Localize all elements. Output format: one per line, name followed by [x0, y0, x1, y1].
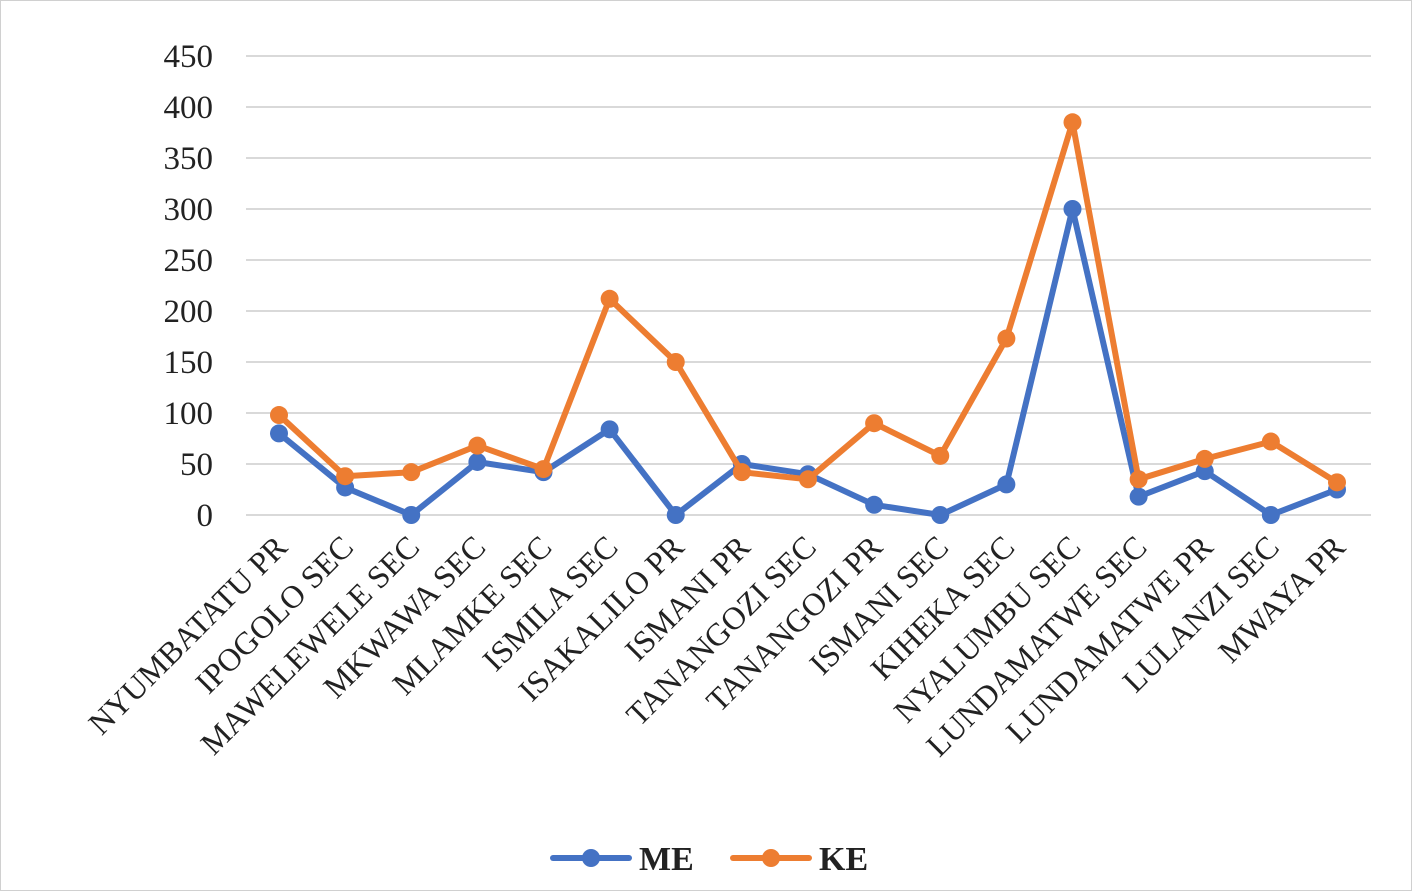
data-point	[666, 353, 685, 371]
data-point	[468, 436, 487, 455]
data-point	[534, 460, 553, 479]
data-point	[997, 475, 1016, 494]
data-point	[1261, 432, 1280, 451]
y-tick-label: 50	[180, 447, 213, 483]
data-point	[1129, 470, 1148, 489]
data-point	[600, 289, 619, 308]
data-point	[732, 463, 751, 482]
y-tick-label: 100	[164, 396, 214, 432]
data-point	[931, 506, 950, 524]
y-tick-label: 450	[164, 39, 214, 75]
data-point	[1063, 113, 1082, 132]
data-series	[270, 113, 1346, 524]
data-point	[270, 424, 288, 443]
data-point	[1328, 473, 1346, 492]
data-point	[1129, 487, 1148, 506]
data-point	[402, 463, 421, 482]
series-ke	[270, 113, 1346, 492]
series-line	[276, 119, 1340, 486]
data-point	[865, 414, 884, 433]
data-point	[865, 495, 884, 514]
data-point	[931, 446, 950, 465]
y-tick-label: 0	[197, 498, 214, 534]
data-point	[1261, 506, 1280, 524]
data-point	[997, 329, 1016, 348]
y-tick-label: 200	[164, 294, 214, 330]
data-point	[600, 420, 619, 439]
data-point	[799, 470, 817, 489]
y-tick-label: 300	[164, 192, 214, 228]
y-tick-label: 250	[164, 243, 214, 279]
legend-marker	[582, 849, 600, 867]
y-axis-ticks: 0 50 100 150 200 250 300 350 400 450	[164, 39, 214, 534]
y-tick-label: 350	[164, 141, 214, 177]
gridlines	[246, 55, 1371, 516]
legend-label: KE	[819, 841, 868, 878]
data-point	[402, 506, 421, 524]
legend-item-me: ME	[550, 841, 694, 878]
legend-marker	[762, 849, 780, 867]
data-point	[270, 406, 288, 425]
legend-label: ME	[639, 841, 694, 878]
data-point	[666, 506, 685, 524]
data-point	[468, 452, 487, 471]
legend-item-ke: KE	[730, 841, 868, 878]
data-point	[336, 467, 355, 486]
y-tick-label: 150	[164, 345, 214, 381]
data-point	[1195, 449, 1214, 468]
data-point	[1063, 200, 1082, 218]
legend: ME KE	[550, 841, 868, 878]
y-tick-label: 400	[164, 90, 214, 126]
